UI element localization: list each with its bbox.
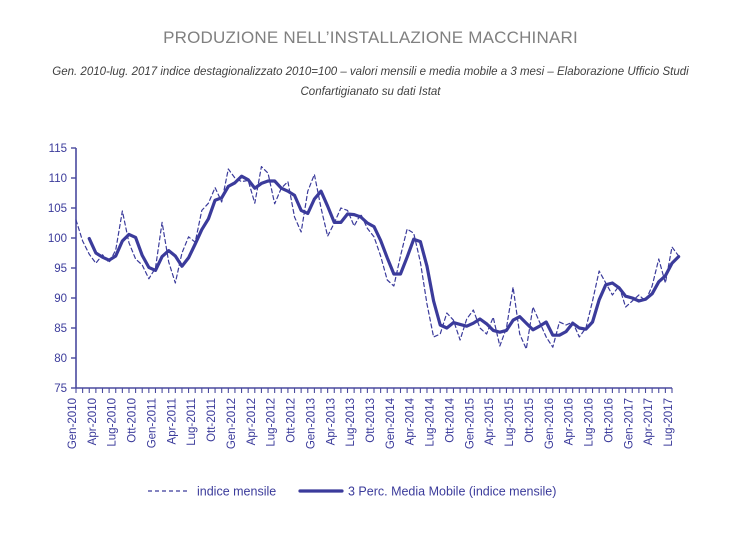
x-tick-label: Gen-2014 [385, 397, 397, 449]
x-tick-label: Apr-2010 [87, 398, 99, 445]
x-tick-label: Apr-2014 [405, 397, 417, 445]
legend-label-media-mobile: 3 Perc. Media Mobile (indice mensile) [348, 485, 556, 499]
legend-label-indice-mensile: indice mensile [197, 485, 276, 499]
x-tick-label: Ott-2014 [444, 397, 456, 442]
y-tick-label: 100 [48, 233, 67, 245]
chart-subtitle: Gen. 2010-lug. 2017 indice destagionaliz… [52, 66, 689, 98]
x-tick-label: Apr-2017 [643, 398, 655, 445]
y-tick-label: 95 [54, 263, 67, 275]
y-tick-label: 115 [49, 143, 67, 155]
x-tick-label: Apr-2011 [166, 398, 178, 444]
x-tick-label: Apr-2013 [325, 398, 337, 445]
series-line-media-mobile [87, 174, 681, 337]
x-tick-label: Apr-2012 [246, 398, 258, 445]
x-tick-label: Lug-2012 [266, 398, 278, 447]
y-tick-label: 75 [54, 383, 67, 395]
x-tick-label: Apr-2016 [564, 398, 576, 445]
x-tick-label: Ott-2011 [206, 398, 218, 442]
y-tick-label: 110 [49, 173, 67, 185]
series-line-indice-mensile [75, 166, 680, 350]
x-tick-label: Gen-2015 [464, 398, 476, 449]
x-tick-label: Gen-2017 [623, 398, 635, 449]
x-tick-label: Gen-2011 [146, 398, 158, 448]
y-tick-label: 105 [48, 203, 67, 215]
x-tick-label: Ott-2013 [365, 398, 377, 443]
x-tick-label: Ott-2015 [524, 398, 536, 443]
x-tick-label: Ott-2016 [603, 398, 615, 443]
x-tick-label: Gen-2016 [544, 398, 556, 449]
x-tick-label: Apr-2015 [484, 398, 496, 445]
y-tick-label: 85 [54, 323, 67, 335]
y-tick-label: 90 [54, 293, 67, 305]
x-tick-label: Lug-2016 [584, 398, 596, 447]
x-tick-label: Ott-2012 [286, 398, 298, 443]
x-tick-label: Ott-2010 [127, 398, 139, 443]
x-tick-label: Lug-2011 [186, 398, 198, 446]
x-tick-label: Lug-2015 [504, 398, 516, 447]
x-tick-label: Lug-2013 [345, 398, 357, 447]
chart-title: PRODUZIONE NELL’INSTALLAZIONE MACCHINARI [163, 28, 578, 47]
y-tick-label: 80 [54, 353, 67, 365]
x-tick-label: Lug-2010 [107, 398, 119, 447]
x-tick-label: Gen-2012 [226, 398, 238, 449]
x-tick-label: Gen-2010 [67, 398, 79, 449]
x-tick-label: Lug-2017 [663, 398, 675, 447]
x-tick-label: Gen-2013 [305, 398, 317, 449]
x-tick-label: Lug-2014 [425, 397, 437, 446]
